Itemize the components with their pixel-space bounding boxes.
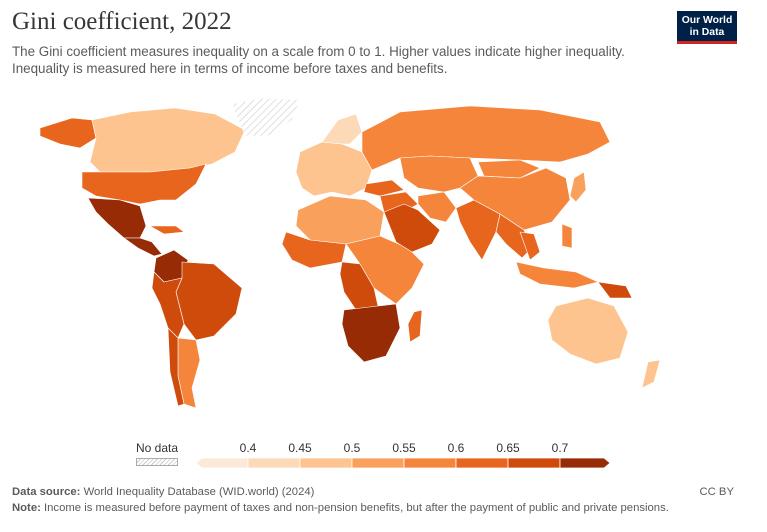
region-usa[interactable] [81,163,207,205]
footer-note: Note: Income is measured before payment … [12,502,669,514]
region-thailand[interactable] [519,231,541,261]
legend-bin-4[interactable] [403,457,457,469]
license-badge[interactable]: CC BY [699,486,734,498]
region-alaska[interactable] [39,117,97,149]
color-legend: No data 0.4 0.45 0.5 0.55 0.6 0.65 0.7 [0,438,767,470]
legend-bin-6[interactable] [507,457,561,469]
region-turkey[interactable] [363,179,405,197]
legend-bin-3[interactable] [351,457,405,469]
region-central-america[interactable] [123,237,163,257]
world-map[interactable] [0,92,767,432]
owid-logo[interactable]: Our World in Data [677,11,737,44]
region-png[interactable] [597,281,633,299]
footer-source: Data source: World Inequality Database (… [12,486,314,498]
subtitle-line-1: The Gini coefficient measures inequality… [12,44,625,59]
region-russia[interactable] [361,105,611,171]
region-southern-africa[interactable] [341,303,401,363]
region-japan[interactable] [569,171,587,203]
region-southeast-asia[interactable] [495,213,533,259]
legend-tick-3: 0.55 [392,441,416,455]
legend-bin-0[interactable] [195,457,249,469]
legend-tick-6: 0.7 [551,441,569,455]
nodata-label: No data [136,441,179,455]
source-text[interactable]: World Inequality Database (WID.world) (2… [83,486,315,498]
logo-line-1: Our World [681,15,733,26]
subtitle-line-2: Inequality is measured here in terms of … [12,61,448,76]
note-text: Income is measured before payment of tax… [44,502,669,514]
legend-bin-2[interactable] [299,457,353,469]
region-arabia[interactable] [383,203,441,253]
region-mongolia[interactable] [477,159,541,179]
logo-line-2: in Data [689,26,725,38]
legend-scale [195,457,611,469]
legend-tick-4: 0.6 [447,441,465,455]
region-australia[interactable] [547,297,629,365]
legend-tick-5: 0.65 [496,441,520,455]
region-mexico[interactable] [87,197,147,239]
legend-bin-1[interactable] [247,457,301,469]
region-chile[interactable] [167,327,185,407]
region-new-zealand[interactable] [641,359,661,389]
legend-tick-0: 0.4 [239,441,257,455]
region-greenland[interactable] [231,97,301,137]
region-indonesia[interactable] [515,261,599,289]
legend-tick-2: 0.5 [343,441,361,455]
region-scandinavia[interactable] [321,113,363,145]
region-brazil[interactable] [175,261,243,341]
legend-bin-5[interactable] [455,457,509,469]
nodata-swatch [136,458,178,466]
note-label: Note: [12,502,41,514]
region-madagascar[interactable] [407,309,423,343]
region-west-africa[interactable] [281,231,347,269]
legend-tick-1: 0.45 [288,441,312,455]
region-europe[interactable] [295,141,373,197]
region-caribbean[interactable] [149,225,185,235]
chart-title: Gini coefficient, 2022 [12,8,232,35]
legend-bin-7[interactable] [559,457,611,469]
region-south-america[interactable] [151,271,185,339]
region-canada[interactable] [89,107,246,173]
chart-subtitle: The Gini coefficient measures inequality… [12,43,632,77]
region-china[interactable] [459,167,571,231]
source-label: Data source: [12,486,81,498]
region-sahel[interactable] [295,195,385,245]
region-philippines[interactable] [561,223,573,249]
